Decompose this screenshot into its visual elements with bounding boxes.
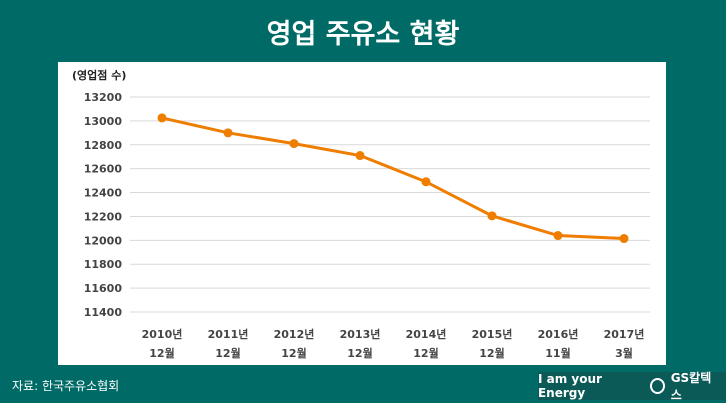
data-point xyxy=(619,234,629,244)
x-tick-label: 12월 xyxy=(479,346,504,360)
x-tick-label: 3월 xyxy=(615,346,633,360)
x-tick-label: 12월 xyxy=(215,346,240,360)
data-point xyxy=(355,151,365,161)
data-point xyxy=(289,139,299,149)
brand-banner: I am your Energy GS칼텍스 xyxy=(537,371,726,402)
gs-logo-icon xyxy=(649,378,665,394)
x-tick-label: 2016년 xyxy=(538,327,579,341)
data-point xyxy=(157,113,167,123)
x-tick-label: 2017년 xyxy=(604,327,645,341)
x-tick-label: 11월 xyxy=(545,346,570,360)
data-point xyxy=(553,231,563,241)
y-tick-label: 12000 xyxy=(84,234,123,247)
x-tick-label: 12월 xyxy=(149,346,174,360)
x-tick-label: 2010년 xyxy=(142,327,183,341)
x-tick-label: 2014년 xyxy=(406,327,447,341)
y-tick-label: 11800 xyxy=(84,258,123,271)
data-point xyxy=(421,177,431,187)
y-tick-label: 11400 xyxy=(84,306,123,319)
y-tick-label: 12600 xyxy=(84,163,123,176)
x-tick-label: 2012년 xyxy=(274,327,315,341)
line-chart: (영업점 수) 11400 11600 11800 12000 12200 12400 126… xyxy=(72,68,650,360)
y-tick-label: 13000 xyxy=(84,115,123,128)
y-tick-label: 12400 xyxy=(84,187,123,200)
x-tick-label: 12월 xyxy=(413,346,438,360)
y-tick-label: 12200 xyxy=(84,210,123,223)
y-axis-label: (영업점 수) xyxy=(72,68,126,82)
brand-logo-text: GS칼텍스 xyxy=(670,371,712,402)
y-tick-label: 11600 xyxy=(84,282,123,295)
y-tick-label: 13200 xyxy=(84,91,123,104)
page-title: 영업 주유소 현황 xyxy=(266,19,460,50)
chart-panel: (영업점 수) 11400 11600 11800 12000 12200 12400 126… xyxy=(58,62,666,365)
brand-slogan: I am your Energy xyxy=(537,372,602,400)
source-note: 자료: 한국주유소협회 xyxy=(12,379,120,393)
series-line xyxy=(161,116,625,241)
data-point xyxy=(223,128,233,138)
x-tick-label: 2013년 xyxy=(340,327,381,341)
data-point xyxy=(487,211,497,221)
x-tick-label: 2015년 xyxy=(472,327,513,341)
x-tick-label: 12월 xyxy=(281,346,306,360)
x-tick-label: 2011년 xyxy=(208,327,249,341)
x-tick-label: 12월 xyxy=(347,346,372,360)
y-tick-label: 12800 xyxy=(84,139,123,152)
